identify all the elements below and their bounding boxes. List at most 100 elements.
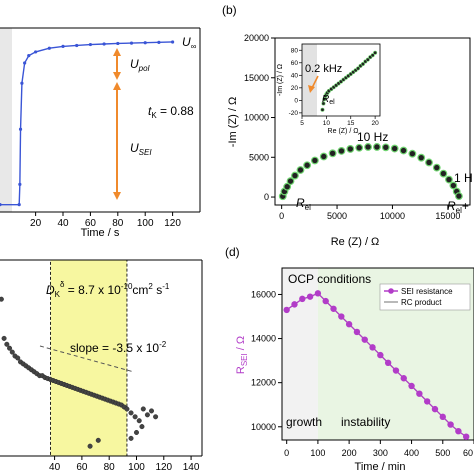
panel-c-point bbox=[139, 424, 145, 430]
panel-b-point bbox=[286, 177, 295, 186]
panel-c-xtick-label: 80 bbox=[104, 462, 116, 473]
panel-b-ytick-label: 10000 bbox=[244, 113, 269, 123]
panel-a-u-sei: USEI bbox=[130, 141, 152, 157]
panel-a-point bbox=[0, 203, 2, 207]
panel-d-xlabel: Time / min bbox=[355, 461, 406, 473]
legend-sei-marker bbox=[388, 288, 394, 294]
panel-d-ylabel: RSEI / Ω bbox=[235, 336, 249, 374]
panel-b-point bbox=[346, 145, 355, 153]
panel-a-shade bbox=[0, 28, 12, 212]
legend-sei-label: SEI resistance bbox=[401, 287, 453, 296]
panel-d-point bbox=[338, 313, 345, 320]
panel-c-point bbox=[140, 406, 146, 412]
inset-ytick-label: 80 bbox=[291, 47, 299, 54]
panel-b-point bbox=[439, 169, 448, 178]
legend-rc-label: RC product bbox=[401, 298, 442, 307]
panel-d-point bbox=[353, 328, 361, 336]
panel-a-u-inf: U∞ bbox=[182, 35, 197, 51]
panel-c-point bbox=[9, 349, 15, 355]
panel-c-slope: slope = -3.5 x 10-2 bbox=[70, 340, 167, 355]
panel-d-ytick-label: 14000 bbox=[251, 334, 276, 344]
panel-c-highlight bbox=[50, 259, 128, 457]
panel-a-point bbox=[20, 81, 24, 85]
panel-b-xlabel: Re (Z) / Ω bbox=[331, 236, 380, 248]
panel-c-point bbox=[95, 437, 101, 443]
inset-arrow bbox=[308, 75, 319, 93]
inset-xlabel: Re (Z) / Ω bbox=[328, 128, 359, 135]
inset-xtick-label: 5 bbox=[300, 120, 304, 127]
panel-a-point bbox=[75, 43, 79, 48]
panel-c-point bbox=[15, 355, 21, 361]
panel-b-point bbox=[319, 152, 328, 161]
panel-d-point bbox=[369, 344, 376, 351]
panel-b-r-el-right: Rel+ bbox=[447, 199, 469, 215]
panel-d-point bbox=[377, 351, 384, 359]
panel-b-point bbox=[373, 143, 381, 151]
panel-c-point bbox=[1, 335, 7, 341]
panel-b-point bbox=[425, 158, 433, 167]
panel-b-1hz: 1 H bbox=[454, 171, 473, 185]
panel-d-xtick-label: 0 bbox=[284, 448, 289, 458]
panel-c: 40 60 80 100 120 140 DKδ = 8.7 x 10-10cm2 s-1… bbox=[0, 259, 203, 473]
panel-b-xtick-label: 0 bbox=[279, 211, 284, 221]
panel-d-growth-label: growth bbox=[286, 415, 322, 429]
panel-c-xtick-label: 60 bbox=[76, 462, 88, 473]
panel-d-point bbox=[431, 405, 439, 413]
panel-d-point bbox=[330, 305, 337, 312]
panel-c-point bbox=[128, 435, 134, 441]
panel-b-point bbox=[449, 181, 458, 190]
panel-a-point bbox=[27, 54, 31, 58]
panel-c-point bbox=[128, 410, 134, 416]
panel-b-point bbox=[291, 171, 299, 180]
panel-a-point bbox=[88, 42, 93, 47]
inset-xtick-label: 20 bbox=[372, 120, 380, 127]
panel-a-point bbox=[171, 40, 175, 44]
panel-b-point bbox=[364, 143, 372, 151]
inset-point bbox=[360, 62, 365, 67]
panel-c-point bbox=[132, 414, 138, 420]
panel-a-point bbox=[61, 44, 65, 49]
inset-ytick-label: 40 bbox=[291, 72, 299, 79]
panel-c-xtick-label: 140 bbox=[183, 462, 200, 473]
panel-b-point bbox=[455, 192, 463, 200]
panel-d-instability-label: instability bbox=[341, 415, 390, 429]
panel-d-xtick-label: 100 bbox=[310, 448, 325, 458]
panel-b-point bbox=[337, 147, 346, 155]
legend-box bbox=[379, 283, 471, 311]
panel-d-ytick-label: 16000 bbox=[251, 289, 276, 299]
panel-c-point bbox=[136, 418, 142, 424]
panel-c-point bbox=[153, 414, 159, 420]
panel-d-point bbox=[283, 306, 290, 314]
panel-a-point bbox=[47, 46, 51, 50]
panel-d-title: OCP conditions bbox=[288, 272, 371, 286]
panel-b-ytick-label: 20000 bbox=[244, 33, 269, 43]
inset-ytick-label: 20 bbox=[291, 85, 299, 92]
panel-d-frame bbox=[281, 267, 474, 441]
inset-ytick-label: 60 bbox=[291, 60, 299, 67]
panel-d-point bbox=[400, 375, 407, 382]
panel-d-xtick-label: 500 bbox=[435, 448, 450, 458]
panel-a: 20 40 60 80 100 120 Time / s U∞ Upol tK = 0.8… bbox=[0, 27, 201, 239]
panel-d-xtick-label: 200 bbox=[342, 448, 357, 458]
panel-d-point bbox=[455, 427, 462, 435]
inset-frame bbox=[301, 43, 381, 117]
panel-d-point bbox=[345, 321, 353, 328]
panel-b-point bbox=[399, 146, 408, 155]
panel-c-xtick-label: 40 bbox=[49, 462, 61, 473]
panel-c-xtick-label: 100 bbox=[128, 462, 145, 473]
panel-d-point bbox=[392, 367, 400, 374]
inset-freq-label: 0.2 kHz bbox=[305, 63, 342, 75]
panel-a-arrows bbox=[113, 48, 121, 200]
panel-b-ylabel: -Im (Z) / Ω bbox=[227, 97, 239, 147]
panel-d-legend: SEI resistance RC product bbox=[379, 283, 471, 311]
panel-b: (b) 0 5000 10000 1500005000100001500020000 … bbox=[222, 3, 473, 248]
panel-c-xtick-label: 120 bbox=[155, 462, 172, 473]
panel-b-point bbox=[296, 166, 305, 174]
inset-point bbox=[365, 57, 370, 62]
panel-b-xtick-label: 5000 bbox=[327, 211, 347, 221]
panel-d-point bbox=[361, 336, 368, 343]
panel-c-point bbox=[124, 406, 130, 412]
panel-b-xtick-label: 15000 bbox=[435, 211, 460, 221]
panel-d-point bbox=[439, 413, 446, 421]
